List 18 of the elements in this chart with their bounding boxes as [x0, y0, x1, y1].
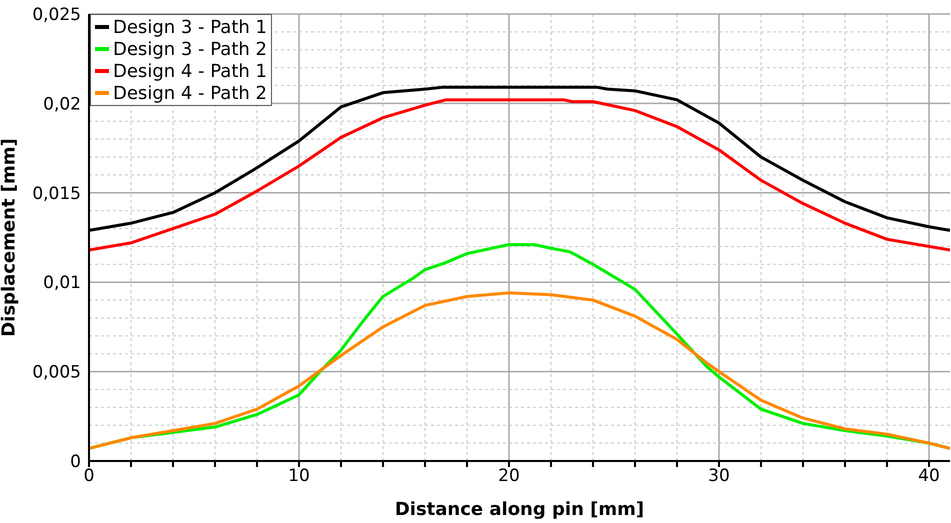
x-tick-label: 30	[708, 466, 730, 486]
line-series	[89, 291, 950, 450]
y-tick-label: 0,005	[32, 362, 81, 383]
y-axis-title: Displacement [mm]	[0, 138, 20, 337]
y-tick-label: 0,02	[43, 94, 81, 114]
legend-label: Design 4 - Path 2	[113, 82, 267, 104]
y-tick-label: 0,01	[43, 273, 81, 294]
y-tick-label: 0	[70, 452, 81, 472]
y-tick-label: 0,015	[32, 184, 81, 204]
x-tick-label: 20	[498, 466, 520, 486]
legend-label: Design 4 - Path 1	[113, 60, 267, 82]
y-tick-label: 0,025	[32, 5, 81, 26]
x-tick-label: 0	[84, 466, 94, 486]
x-tick-label: 40	[918, 466, 940, 486]
legend-label: Design 3 - Path 2	[113, 38, 267, 60]
x-axis-title: Distance along pin [mm]	[394, 499, 644, 520]
legend-label: Design 3 - Path 1	[113, 16, 267, 38]
x-tick-label: 10	[288, 466, 310, 486]
